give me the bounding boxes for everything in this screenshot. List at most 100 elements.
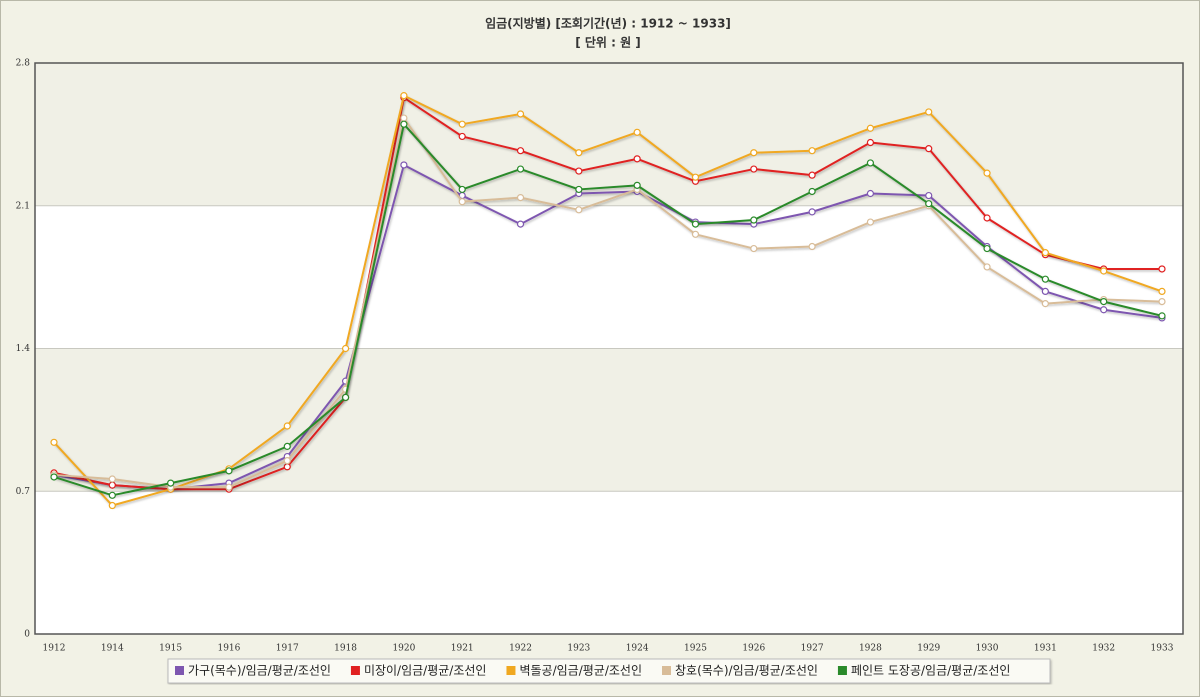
data-point	[341, 344, 350, 353]
x-tick-label: 1915	[159, 644, 182, 654]
data-point	[1158, 312, 1166, 320]
data-point	[108, 491, 116, 499]
data-point	[808, 208, 816, 216]
data-point	[808, 242, 816, 251]
data-point	[575, 185, 583, 194]
x-tick-label: 1912	[43, 644, 66, 654]
data-point	[575, 167, 583, 175]
x-tick-label: 1928	[859, 644, 882, 654]
data-point	[866, 218, 875, 226]
x-tick-label: 1918	[334, 644, 357, 654]
data-point	[283, 442, 291, 450]
legend-label: 페인트 도장공/임금/평균/조선인	[851, 664, 1010, 678]
x-tick-label: 1925	[684, 644, 707, 654]
data-point	[1041, 300, 1049, 308]
data-point	[925, 108, 933, 116]
x-tick-label: 1927	[801, 644, 824, 654]
y-tick-label: 2.8	[16, 59, 31, 69]
data-point	[516, 220, 525, 228]
chart-title: 임금(지방별) [조회기간(년) : 1912 ~ 1933]	[485, 16, 731, 31]
data-point	[50, 438, 58, 446]
x-tick-label: 1930	[976, 644, 999, 654]
legend-label: 가구(목수)/임금/평균/조선인	[188, 664, 331, 678]
data-point	[866, 159, 875, 167]
data-point	[575, 149, 583, 157]
data-point	[750, 149, 758, 157]
data-point	[866, 138, 875, 147]
legend-swatch	[662, 666, 671, 675]
x-tick-label: 1920	[392, 644, 415, 654]
series-line	[53, 123, 1163, 497]
data-point	[516, 165, 525, 173]
data-point	[575, 206, 583, 214]
data-point	[283, 463, 291, 471]
data-point	[458, 120, 466, 128]
legend-swatch	[350, 666, 360, 675]
y-tick-label: 2.1	[16, 201, 30, 211]
series-line	[53, 94, 1163, 507]
data-point	[1158, 265, 1166, 273]
x-tick-label: 1922	[509, 644, 532, 654]
x-tick-label: 1933	[1151, 644, 1174, 654]
data-point	[516, 147, 525, 155]
data-point	[866, 124, 875, 132]
data-point	[691, 173, 700, 181]
data-point	[925, 200, 933, 208]
legend-swatch	[506, 666, 516, 675]
data-point	[458, 132, 466, 141]
data-point	[400, 120, 408, 128]
data-point	[283, 457, 291, 465]
data-point	[1100, 297, 1108, 306]
data-point	[400, 161, 408, 169]
data-point	[225, 467, 233, 475]
x-tick-label: 1929	[917, 644, 940, 654]
data-point	[108, 481, 116, 489]
data-point	[983, 169, 991, 177]
data-point	[341, 393, 350, 402]
data-point	[108, 475, 116, 483]
legend-swatch	[175, 666, 184, 675]
data-point	[983, 263, 991, 271]
data-point	[750, 244, 758, 253]
data-point	[866, 189, 875, 198]
data-point	[983, 214, 991, 222]
x-tick-label: 1914	[101, 644, 124, 654]
x-tick-label: 1924	[626, 644, 649, 654]
data-point	[1100, 267, 1108, 275]
x-tick-label: 1917	[276, 644, 299, 654]
data-point	[925, 145, 933, 153]
legend-label: 창호(목수)/임금/평균/조선인	[675, 664, 818, 678]
series-line	[53, 96, 1162, 491]
data-point	[50, 473, 58, 481]
data-point	[400, 114, 408, 122]
y-tick-label: 0	[24, 630, 30, 640]
data-point	[458, 185, 466, 194]
data-point	[691, 230, 700, 238]
data-point	[1041, 249, 1049, 257]
data-point	[808, 147, 816, 155]
legend-label: 미장이/임금/평균/조선인	[364, 664, 487, 678]
data-point	[1041, 287, 1049, 295]
data-point	[633, 128, 641, 136]
data-point	[225, 483, 233, 491]
data-point	[108, 501, 116, 510]
data-point	[633, 155, 641, 163]
data-point	[633, 181, 641, 189]
data-point	[1158, 287, 1166, 295]
plot-band	[35, 63, 1183, 206]
x-tick-label: 1926	[742, 644, 765, 654]
data-point	[283, 422, 291, 430]
data-point	[808, 171, 816, 179]
data-point	[1158, 297, 1166, 306]
data-point	[750, 165, 758, 173]
x-tick-label: 1916	[217, 644, 240, 654]
data-point	[1100, 306, 1108, 314]
data-point	[516, 110, 525, 118]
data-point	[458, 198, 466, 206]
data-point	[691, 220, 700, 228]
data-point	[983, 244, 991, 253]
plot-border	[34, 62, 1184, 635]
data-point	[167, 479, 175, 487]
data-point	[1041, 275, 1049, 283]
